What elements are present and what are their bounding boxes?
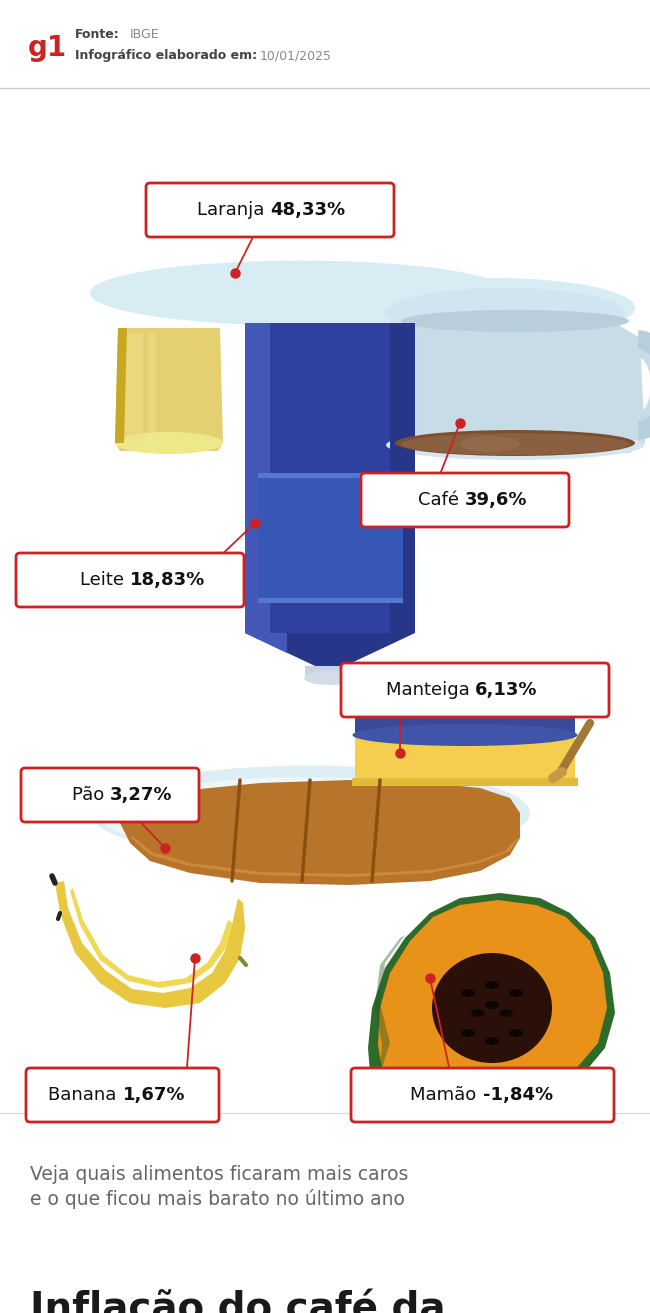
Polygon shape xyxy=(118,780,520,885)
Ellipse shape xyxy=(90,765,530,860)
Polygon shape xyxy=(70,888,233,987)
Bar xyxy=(352,779,578,786)
Text: -1,84%: -1,84% xyxy=(482,1086,552,1104)
Bar xyxy=(355,693,575,783)
Ellipse shape xyxy=(385,288,625,337)
FancyBboxPatch shape xyxy=(16,553,244,607)
Ellipse shape xyxy=(103,777,517,857)
Text: IBGE: IBGE xyxy=(130,28,160,41)
Text: Inflação do café da
manhã em 2024: Inflação do café da manhã em 2024 xyxy=(30,1288,445,1313)
Ellipse shape xyxy=(485,1037,499,1045)
Text: Banana: Banana xyxy=(48,1086,122,1104)
Polygon shape xyxy=(245,633,415,674)
Polygon shape xyxy=(115,328,223,450)
Ellipse shape xyxy=(499,1008,513,1018)
Bar xyxy=(258,473,403,478)
Ellipse shape xyxy=(509,989,523,997)
Ellipse shape xyxy=(386,429,644,460)
Bar xyxy=(148,334,156,441)
Text: 39,6%: 39,6% xyxy=(465,491,528,509)
Polygon shape xyxy=(245,633,287,653)
FancyBboxPatch shape xyxy=(26,1067,219,1123)
Ellipse shape xyxy=(432,953,552,1064)
Text: Veja quais alimentos ficaram mais caros
e o que ficou mais barato no último ano: Veja quais alimentos ficaram mais caros … xyxy=(30,1165,408,1209)
Text: Pão: Pão xyxy=(72,786,110,804)
Bar xyxy=(390,323,415,633)
Text: 3,27%: 3,27% xyxy=(110,786,172,804)
Text: Mamão: Mamão xyxy=(411,1086,482,1104)
Ellipse shape xyxy=(460,436,520,452)
Polygon shape xyxy=(130,836,520,877)
Text: Infográfico elaborado em:: Infográfico elaborado em: xyxy=(75,50,257,63)
Bar xyxy=(258,597,403,603)
Polygon shape xyxy=(390,323,645,453)
FancyBboxPatch shape xyxy=(146,183,394,238)
Bar xyxy=(245,323,415,633)
Ellipse shape xyxy=(304,671,356,685)
Text: Café: Café xyxy=(418,491,465,509)
Ellipse shape xyxy=(115,432,223,454)
Text: 6,13%: 6,13% xyxy=(475,681,538,699)
Ellipse shape xyxy=(401,433,629,456)
Ellipse shape xyxy=(401,310,629,332)
Polygon shape xyxy=(378,899,607,1103)
Bar xyxy=(258,473,403,603)
Polygon shape xyxy=(115,328,127,442)
Polygon shape xyxy=(368,893,615,1113)
Text: 10/01/2025: 10/01/2025 xyxy=(260,50,332,63)
Text: Laranja: Laranja xyxy=(197,201,270,219)
Text: Fonte:: Fonte: xyxy=(75,28,120,41)
Bar xyxy=(305,666,355,678)
Ellipse shape xyxy=(485,1001,499,1008)
Bar xyxy=(245,323,270,633)
Bar xyxy=(355,693,575,733)
Ellipse shape xyxy=(461,1029,475,1037)
Polygon shape xyxy=(55,881,245,1008)
Ellipse shape xyxy=(485,981,499,989)
FancyBboxPatch shape xyxy=(351,1067,614,1123)
Text: Manteiga: Manteiga xyxy=(385,681,475,699)
Ellipse shape xyxy=(395,429,635,456)
FancyBboxPatch shape xyxy=(341,663,609,717)
Text: Leite: Leite xyxy=(80,571,130,590)
Ellipse shape xyxy=(355,278,635,337)
Text: 48,33%: 48,33% xyxy=(270,201,345,219)
Ellipse shape xyxy=(471,1008,485,1018)
Text: 1,67%: 1,67% xyxy=(122,1086,185,1104)
Bar xyxy=(125,334,143,441)
Ellipse shape xyxy=(461,989,475,997)
Polygon shape xyxy=(375,935,405,1067)
Ellipse shape xyxy=(509,1029,523,1037)
Ellipse shape xyxy=(90,260,510,326)
FancyBboxPatch shape xyxy=(21,768,199,822)
FancyBboxPatch shape xyxy=(361,473,569,527)
Text: g1: g1 xyxy=(28,34,67,62)
Ellipse shape xyxy=(352,723,577,746)
Text: 18,83%: 18,83% xyxy=(130,571,205,590)
